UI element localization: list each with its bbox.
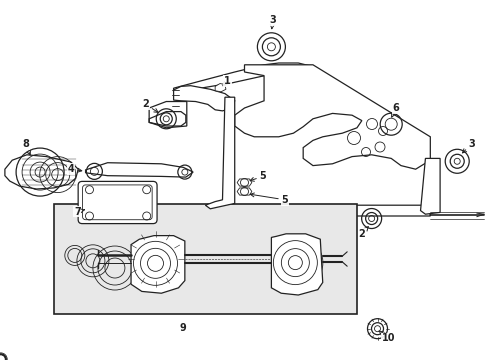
Text: 7: 7 <box>74 207 84 217</box>
Text: 3: 3 <box>269 15 276 29</box>
FancyBboxPatch shape <box>78 181 157 224</box>
Polygon shape <box>420 158 439 214</box>
Text: 5: 5 <box>250 193 288 205</box>
Text: 5: 5 <box>250 171 266 181</box>
Text: 9: 9 <box>180 323 186 333</box>
Polygon shape <box>131 236 184 293</box>
Polygon shape <box>215 84 225 92</box>
Text: 4: 4 <box>67 164 81 174</box>
Polygon shape <box>149 112 185 126</box>
Text: 3: 3 <box>462 139 474 153</box>
Polygon shape <box>234 65 429 169</box>
Polygon shape <box>271 234 322 295</box>
Polygon shape <box>5 155 78 189</box>
Polygon shape <box>203 205 429 216</box>
Text: 10: 10 <box>378 331 395 343</box>
Text: 2: 2 <box>142 99 158 112</box>
Polygon shape <box>205 97 234 209</box>
Text: 2: 2 <box>358 227 367 239</box>
Text: 8: 8 <box>22 139 30 155</box>
FancyBboxPatch shape <box>54 204 356 314</box>
Polygon shape <box>173 86 234 111</box>
Polygon shape <box>173 63 312 92</box>
Polygon shape <box>85 163 193 177</box>
Text: 6: 6 <box>391 103 399 117</box>
Text: 1: 1 <box>223 76 230 86</box>
